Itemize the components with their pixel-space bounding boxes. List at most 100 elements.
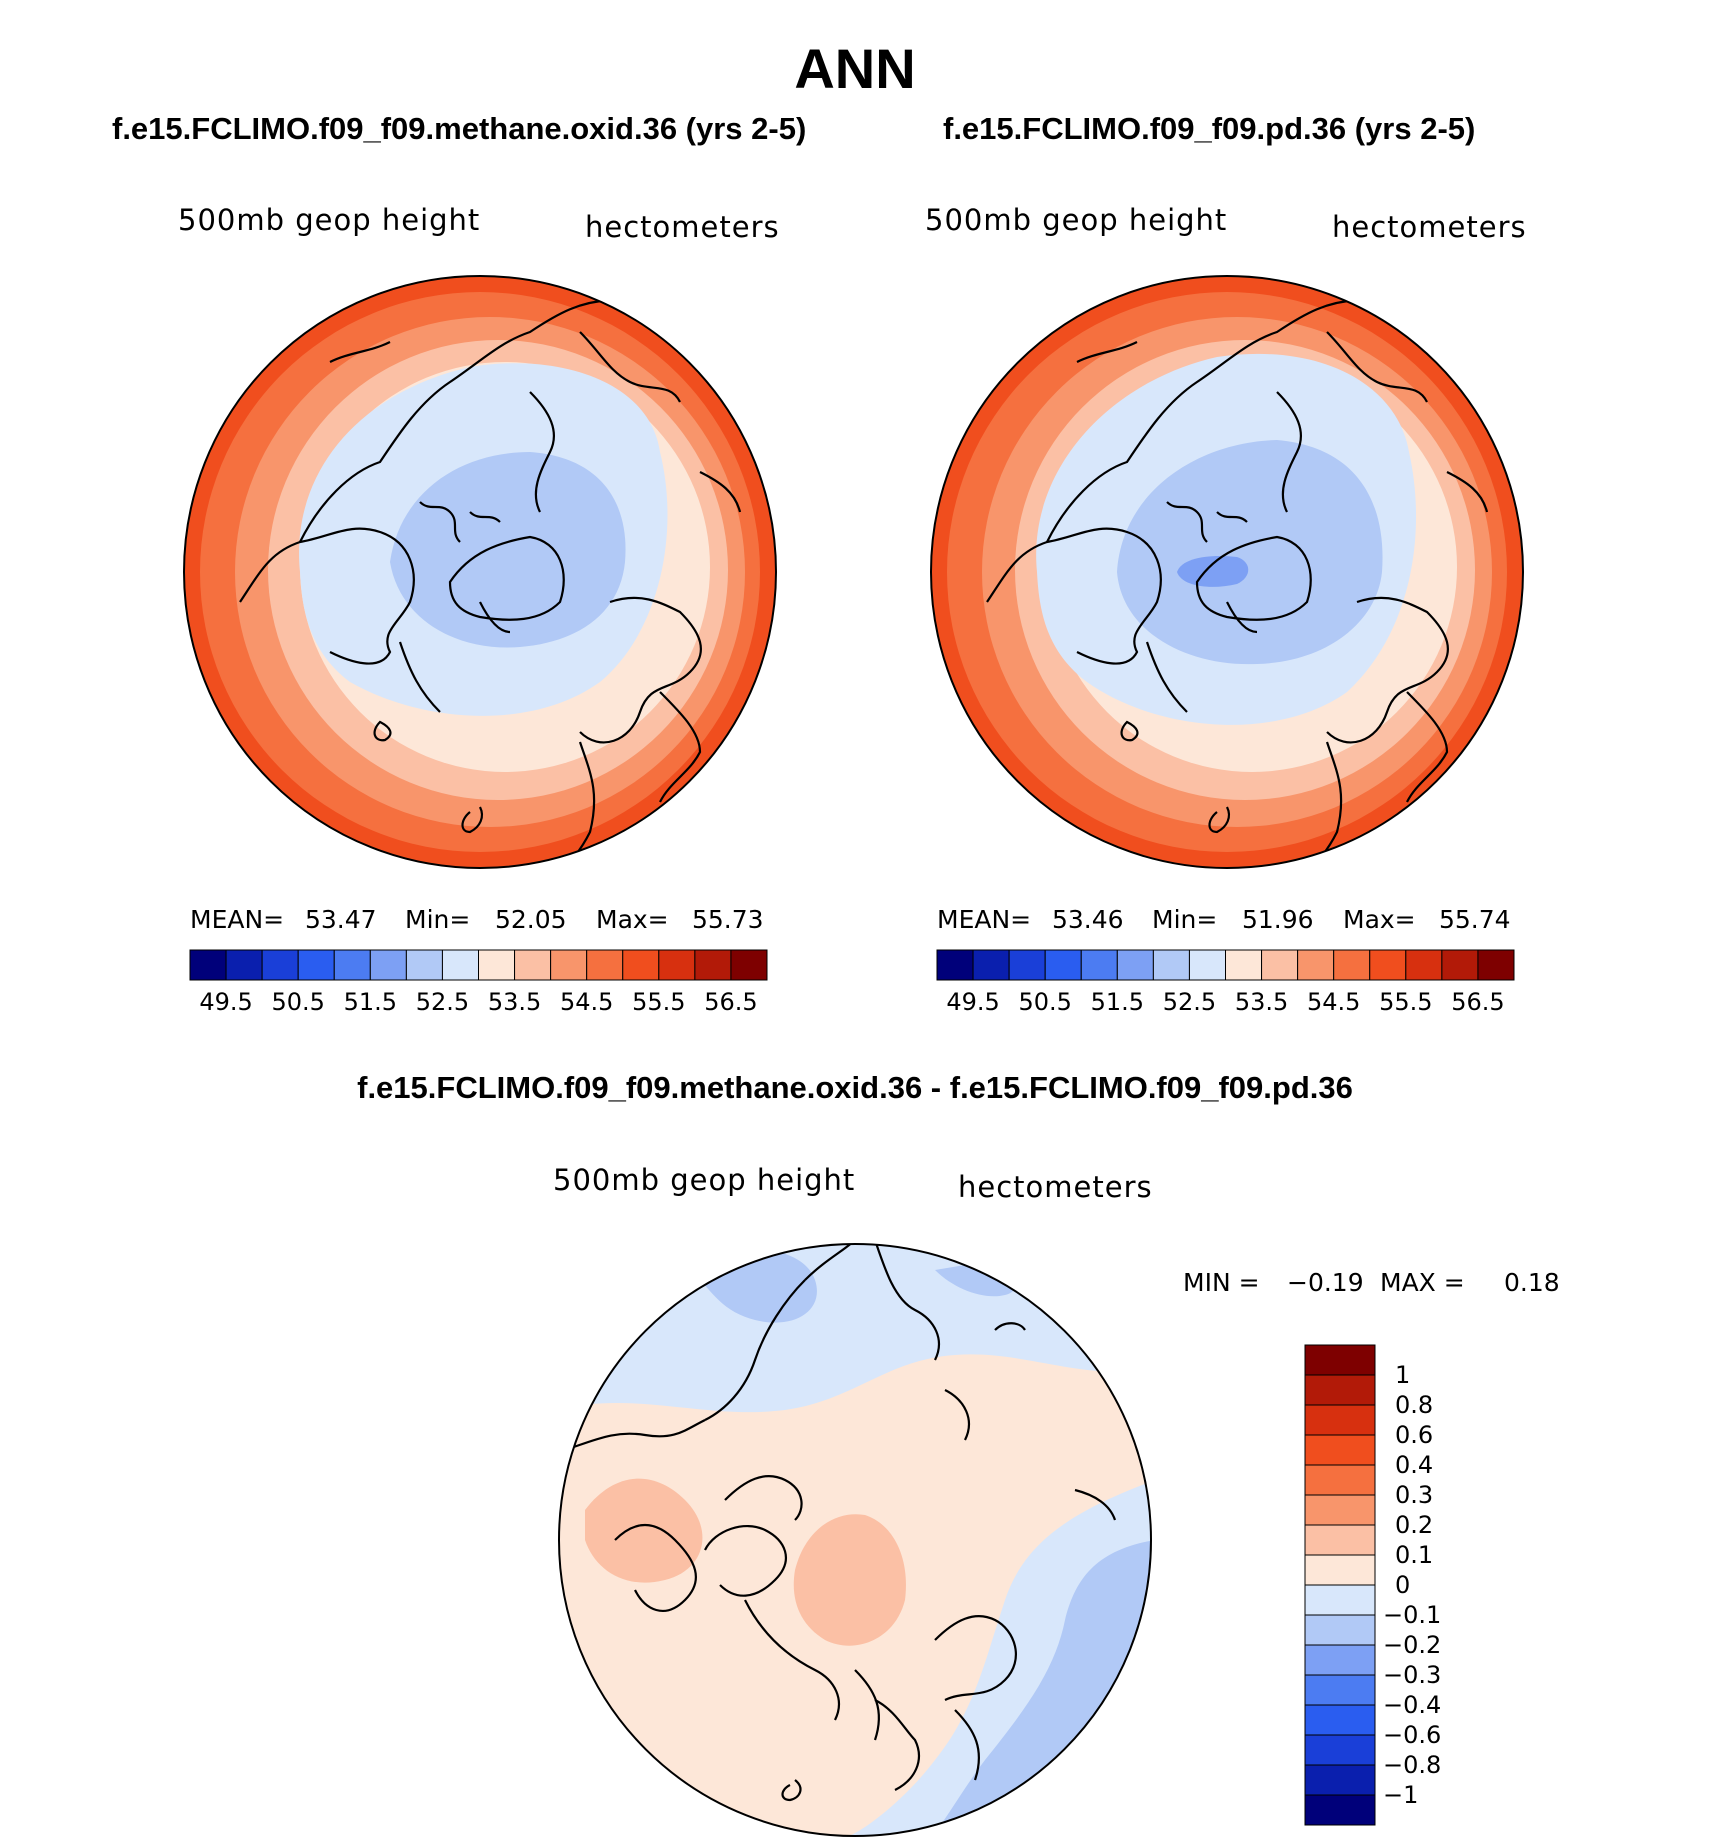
left-mean-value: 53.47 (305, 905, 377, 934)
colorbar-swatch (1304, 1734, 1376, 1766)
left-min-label: Min= (405, 905, 471, 934)
colorbar-tick-label: 55.5 (632, 988, 686, 1016)
right-max-label: Max= (1343, 905, 1416, 934)
colorbar-tick-label: 0.4 (1395, 1451, 1434, 1479)
colorbar-swatch (1304, 1764, 1376, 1796)
colorbar-swatch (1304, 1584, 1376, 1616)
left-panel-title: f.e15.FCLIMO.f09_f09.methane.oxid.36 (yr… (112, 111, 807, 146)
difference-colorbar (1304, 1344, 1376, 1826)
colorbar-swatch (1304, 1404, 1376, 1436)
colorbar-swatch (1116, 949, 1154, 981)
colorbar-swatch (478, 949, 516, 981)
right-colorbar-labels: 49.5 50.5 51.5 52.5 53.5 54.5 55.5 56.5 (937, 988, 1514, 1018)
left-min-value: 52.05 (495, 905, 567, 934)
colorbar-swatch (1304, 1464, 1376, 1496)
right-variable-label: 500mb geop height (925, 203, 1228, 237)
colorbar-swatch (1225, 949, 1263, 981)
difference-min-value: −0.19 (1287, 1268, 1364, 1297)
difference-variable-label: 500mb geop height (553, 1163, 856, 1197)
colorbar-swatch (730, 949, 768, 981)
difference-coastlines (564, 1244, 1117, 1802)
colorbar-tick-label: 0.1 (1395, 1541, 1434, 1569)
colorbar-swatch (1304, 1674, 1376, 1706)
colorbar-swatch (333, 949, 371, 981)
colorbar-swatch (1333, 949, 1371, 981)
colorbar-swatch (189, 949, 227, 981)
colorbar-swatch (261, 949, 299, 981)
left-max-label: Max= (596, 905, 669, 934)
colorbar-tick-label: 49.5 (199, 988, 253, 1016)
right-min-value: 51.96 (1242, 905, 1314, 934)
colorbar-swatch (1405, 949, 1443, 981)
colorbar-swatch (405, 949, 443, 981)
colorbar-tick-label: 0 (1395, 1571, 1411, 1599)
colorbar-swatch (1304, 1614, 1376, 1646)
left-colorbar (189, 949, 768, 981)
colorbar-swatch (1297, 949, 1335, 981)
colorbar-tick-label: −1 (1383, 1781, 1419, 1809)
colorbar-swatch (1304, 1374, 1376, 1406)
colorbar-swatch (1304, 1644, 1376, 1676)
colorbar-swatch (1188, 949, 1226, 981)
colorbar-swatch (514, 949, 552, 981)
colorbar-swatch (1152, 949, 1190, 981)
right-mean-label: MEAN= (937, 905, 1032, 934)
colorbar-swatch (369, 949, 407, 981)
right-polar-map (930, 275, 1524, 869)
colorbar-swatch (936, 949, 974, 981)
colorbar-tick-label: 0.6 (1395, 1421, 1434, 1449)
colorbar-tick-label: 56.5 (1451, 988, 1505, 1016)
colorbar-swatch (1008, 949, 1046, 981)
left-max-value: 55.73 (692, 905, 764, 934)
colorbar-swatch (297, 949, 335, 981)
difference-field-neg-left (559, 1720, 645, 1836)
difference-max-value: 0.18 (1504, 1268, 1560, 1297)
right-units-label: hectometers (1332, 210, 1527, 244)
difference-field-pos-center (793, 1514, 906, 1646)
right-field-core-dark (1177, 555, 1249, 587)
colorbar-tick-label: 52.5 (415, 988, 470, 1016)
colorbar-swatch (1080, 949, 1118, 981)
left-mean-label: MEAN= (190, 905, 285, 934)
right-min-label: Min= (1152, 905, 1218, 934)
left-coastlines (239, 298, 742, 868)
difference-units-label: hectometers (958, 1170, 1153, 1204)
difference-title: f.e15.FCLIMO.f09_f09.methane.oxid.36 - f… (357, 1070, 1353, 1105)
difference-colorbar-labels: 1 0.8 0.6 0.4 0.3 0.2 0.1 0 −0.1 −0.2 −0.3 −0.4 −0.6… (1383, 1345, 1503, 1825)
colorbar-tick-label: 51.5 (1090, 988, 1145, 1016)
figure-title: ANN (794, 37, 916, 100)
colorbar-tick-label: 50.5 (271, 988, 325, 1016)
colorbar-tick-label: 56.5 (704, 988, 758, 1016)
colorbar-swatch (1304, 1794, 1376, 1826)
left-units-label: hectometers (585, 210, 780, 244)
colorbar-swatch (972, 949, 1010, 981)
colorbar-swatch (1304, 1434, 1376, 1466)
colorbar-tick-label: −0.6 (1383, 1721, 1442, 1749)
colorbar-swatch (1304, 1494, 1376, 1526)
difference-min-label: MIN = (1183, 1268, 1260, 1297)
colorbar-tick-label: 54.5 (559, 988, 614, 1016)
difference-max-label: MAX = (1380, 1268, 1465, 1297)
colorbar-tick-label: 0.2 (1395, 1511, 1434, 1539)
colorbar-swatch (1369, 949, 1407, 981)
colorbar-tick-label: 51.5 (343, 988, 398, 1016)
right-max-value: 55.74 (1439, 905, 1511, 934)
right-mean-value: 53.46 (1052, 905, 1124, 934)
right-colorbar (936, 949, 1515, 981)
colorbar-swatch (1441, 949, 1479, 981)
right-panel-title: f.e15.FCLIMO.f09_f09.pd.36 (yrs 2-5) (943, 111, 1476, 146)
colorbar-swatch (550, 949, 588, 981)
colorbar-tick-label: 54.5 (1306, 988, 1361, 1016)
colorbar-swatch (1477, 949, 1515, 981)
colorbar-tick-label: 52.5 (1162, 988, 1217, 1016)
colorbar-tick-label: −0.2 (1383, 1631, 1442, 1659)
colorbar-swatch (694, 949, 732, 981)
colorbar-swatch (1304, 1704, 1376, 1736)
right-coastlines (986, 298, 1489, 868)
colorbar-swatch (1304, 1554, 1376, 1586)
colorbar-swatch (225, 949, 263, 981)
colorbar-tick-label: −0.3 (1383, 1661, 1442, 1689)
colorbar-tick-label: 49.5 (946, 988, 1000, 1016)
colorbar-tick-label: 1 (1395, 1361, 1411, 1389)
left-polar-map (183, 275, 777, 869)
